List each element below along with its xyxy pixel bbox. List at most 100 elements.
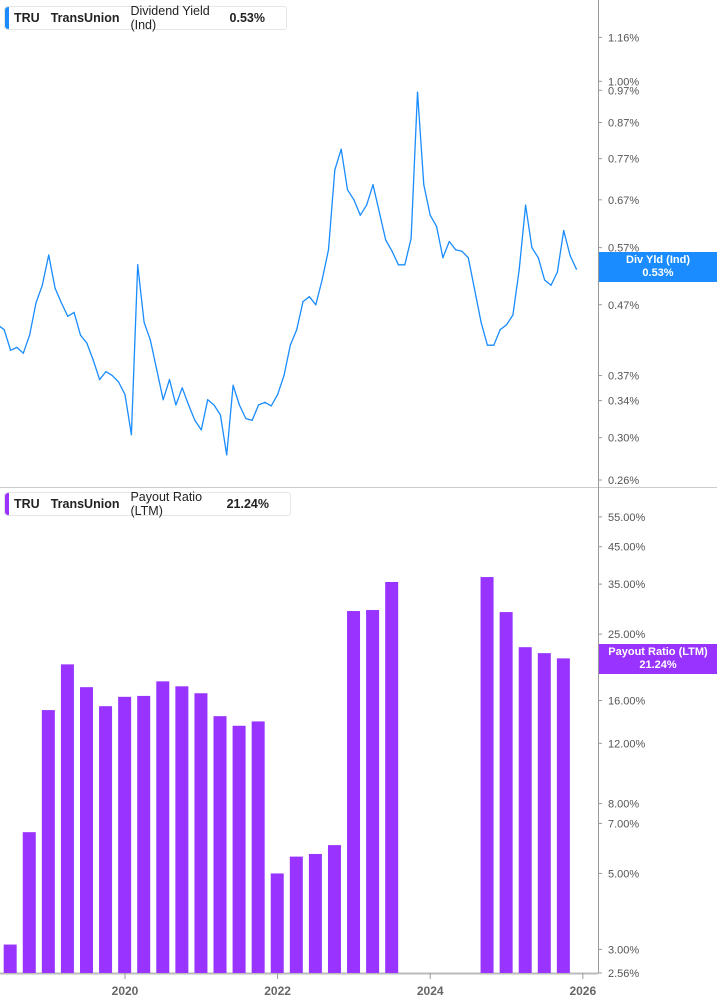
yield-point (423, 184, 425, 186)
y-tick-label: 0.47% (608, 300, 639, 312)
legend-company: TransUnion (50, 11, 120, 25)
y-tick-label: 2.56% (608, 968, 639, 980)
yield-point (118, 381, 120, 383)
yield-point (499, 329, 501, 331)
yield-point (334, 169, 336, 171)
payout-bar (270, 873, 284, 973)
yield-point (569, 254, 571, 257)
yield-point (512, 314, 514, 316)
yield-point (550, 284, 552, 286)
yield-point (372, 184, 374, 186)
yield-point (130, 434, 132, 436)
payout-bar (347, 611, 361, 973)
legend-ticker: TRU (14, 497, 40, 511)
yield-point (385, 239, 387, 241)
yield-point (181, 387, 183, 389)
yield-point (73, 311, 75, 314)
yield-point (321, 279, 323, 281)
yield-point (79, 334, 82, 336)
yield-point (219, 414, 221, 416)
payout-bar (99, 706, 113, 973)
payout-legend-color (5, 493, 9, 515)
yield-point (448, 240, 450, 243)
yield-point (518, 269, 520, 271)
x-tick-label: 2022 (264, 984, 291, 998)
legend-company: TransUnion (50, 497, 120, 511)
payout-bar (480, 577, 494, 973)
payout-bar (213, 716, 227, 973)
payout-bar (327, 845, 341, 973)
yield-point (467, 257, 469, 259)
yield-point (168, 378, 171, 381)
yield-point (22, 352, 24, 354)
payout-bar (175, 686, 189, 973)
yield-point (378, 211, 380, 213)
yield-point (391, 250, 393, 252)
y-tick-label: 0.67% (608, 195, 639, 207)
yield-point (98, 378, 101, 381)
y-tick-label: 0.34% (608, 396, 639, 408)
yield-point (48, 254, 50, 256)
payout-bar (537, 653, 551, 973)
yield-point (302, 301, 304, 303)
yield-point (340, 148, 342, 150)
y-tick-label: 0.26% (608, 475, 639, 487)
yield-point (544, 279, 546, 281)
y-tick-label: 16.00% (608, 695, 646, 707)
yield-point (175, 404, 177, 406)
yield-point (455, 249, 457, 251)
y-tick-label: 3.00% (608, 944, 639, 956)
badge-value: 0.53% (642, 267, 674, 279)
y-tick-label: 7.00% (608, 818, 639, 830)
payout-legend: TRU TransUnion Payout Ratio (LTM) 21.24% (4, 490, 291, 518)
yield-current-badge: Div Yld (Ind) 0.53% (599, 252, 717, 282)
yield-point (505, 324, 508, 326)
yield-point (257, 404, 260, 406)
yield-legend: TRU TransUnion Dividend Yield (Ind) 0.53… (4, 4, 287, 32)
yield-point (162, 399, 164, 401)
yield-legend-color (5, 7, 9, 29)
y-tick-label: 0.57% (608, 243, 639, 255)
yield-point (9, 349, 12, 351)
x-tick-label: 2026 (569, 984, 596, 998)
y-tick-label: 1.16% (608, 32, 639, 44)
yield-point (245, 417, 247, 420)
yield-point (86, 342, 88, 344)
yield-point (67, 315, 69, 317)
y-tick-label: 0.37% (608, 371, 639, 383)
yield-point (124, 393, 126, 396)
yield-point (213, 404, 215, 406)
yield-point (200, 429, 202, 431)
yield-point (397, 264, 400, 266)
payout-bar (385, 581, 399, 973)
yield-point (537, 257, 539, 259)
yield-point (416, 91, 419, 93)
y-tick-label: 1.00% (608, 76, 639, 88)
yield-point (143, 321, 145, 323)
badge-value: 21.24% (639, 659, 677, 671)
yield-point (137, 264, 139, 266)
yield-point (315, 304, 317, 306)
legend-value: 0.53% (229, 11, 265, 25)
x-tick-label: 2020 (112, 984, 139, 998)
yield-point (435, 226, 438, 228)
yield-point (111, 374, 113, 377)
yield-point (60, 302, 63, 304)
y-tick-label: 0.77% (608, 154, 639, 166)
x-tick-label: 2024 (417, 984, 444, 998)
payout-bar (194, 693, 208, 973)
yield-point (105, 370, 107, 373)
y-tick-label: 0.87% (608, 117, 639, 129)
yield-point (486, 344, 489, 346)
yield-point (429, 214, 431, 216)
y-tick-label: 25.00% (608, 629, 646, 641)
legend-metric: Dividend Yield (Ind) (130, 4, 210, 32)
yield-point (296, 329, 298, 331)
payout-bar (156, 681, 170, 973)
payout-bar (308, 853, 322, 973)
yield-point (366, 204, 368, 206)
payout-bar (118, 696, 132, 973)
yield-point (461, 250, 463, 252)
y-tick-label: 0.30% (608, 433, 639, 445)
